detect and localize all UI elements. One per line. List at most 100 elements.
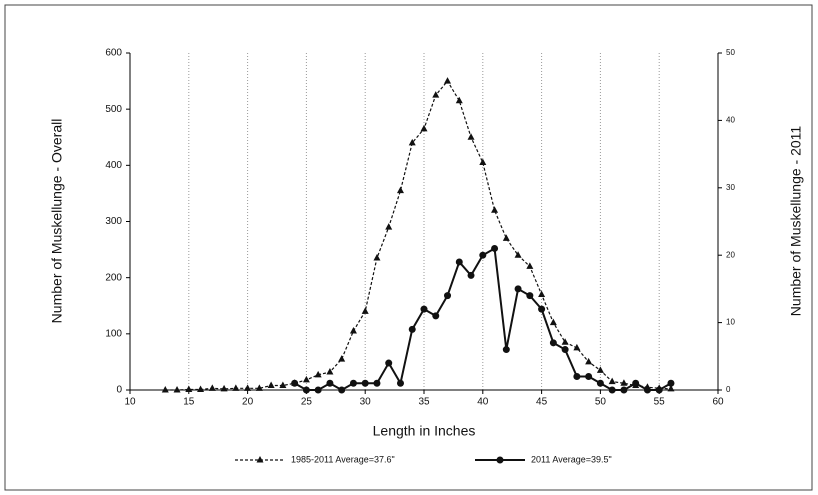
series-line	[165, 80, 671, 391]
y2-axis-title: Number of Muskellunge - 2011	[788, 126, 804, 317]
data-point	[197, 385, 205, 392]
data-point	[561, 338, 569, 345]
data-point	[538, 305, 546, 313]
legend-text: 2011 Average=39.5"	[531, 454, 612, 464]
y2-tick-label: 0	[726, 385, 731, 394]
data-point	[667, 384, 675, 392]
data-point	[291, 379, 299, 387]
data-point	[561, 346, 569, 354]
data-point	[338, 355, 346, 362]
y2-tick-label: 20	[726, 250, 735, 259]
data-point	[502, 234, 510, 241]
y-tick-label: 100	[105, 328, 122, 339]
data-point	[467, 271, 475, 279]
data-point	[655, 386, 663, 394]
y2-tick-label: 40	[726, 116, 735, 125]
data-point	[338, 386, 346, 394]
data-point	[420, 124, 428, 132]
data-point	[279, 381, 287, 389]
data-point	[396, 186, 404, 194]
data-point	[349, 379, 357, 387]
data-point	[361, 379, 369, 387]
data-point	[326, 368, 334, 375]
data-point	[420, 305, 428, 313]
data-point	[608, 377, 616, 385]
data-point	[538, 290, 546, 298]
data-point	[573, 343, 581, 351]
y-tick-label: 400	[105, 160, 122, 171]
data-point	[220, 384, 228, 392]
data-point	[585, 373, 593, 381]
data-point	[502, 346, 510, 354]
data-point	[643, 386, 651, 394]
x-tick-label: 55	[654, 397, 666, 408]
x-axis-title: Length in Inches	[373, 423, 476, 439]
data-point	[549, 339, 557, 347]
data-point	[455, 258, 463, 266]
data-point	[232, 384, 240, 391]
data-point	[514, 285, 522, 293]
x-tick-label: 25	[301, 397, 313, 408]
data-point	[408, 138, 416, 146]
data-point	[432, 312, 440, 320]
data-point	[314, 370, 322, 378]
data-point	[444, 292, 452, 300]
data-point	[373, 379, 381, 387]
data-point	[620, 379, 628, 386]
data-point	[255, 384, 263, 391]
data-point	[408, 325, 416, 333]
data-point	[549, 318, 557, 326]
legend-marker	[496, 456, 504, 464]
data-point	[444, 77, 452, 84]
data-point	[244, 384, 252, 391]
data-point	[632, 379, 640, 387]
data-point	[396, 379, 404, 387]
data-point	[326, 379, 334, 387]
data-point	[467, 133, 475, 140]
data-point	[573, 373, 581, 381]
data-point	[314, 386, 322, 394]
x-tick-label: 50	[595, 397, 607, 408]
x-tick-label: 30	[360, 397, 372, 408]
data-point	[491, 206, 499, 213]
data-point	[491, 244, 499, 252]
y-tick-label: 300	[105, 216, 122, 227]
data-point	[302, 375, 310, 383]
data-point	[185, 385, 193, 392]
data-point	[667, 379, 675, 387]
legend-text: 1985-2011 Average=37.6"	[291, 454, 395, 464]
x-tick-label: 45	[536, 397, 548, 408]
data-point	[173, 386, 181, 393]
data-point	[526, 292, 534, 300]
x-tick-label: 15	[183, 397, 195, 408]
y-tick-label: 600	[105, 48, 122, 59]
data-point	[349, 327, 357, 334]
x-tick-label: 40	[477, 397, 489, 408]
data-point	[302, 386, 310, 394]
x-tick-label: 60	[712, 397, 724, 408]
data-point	[455, 96, 463, 104]
data-point	[596, 366, 604, 373]
data-point	[432, 91, 440, 98]
y2-tick-label: 50	[726, 48, 735, 57]
data-point	[585, 357, 593, 365]
data-point	[385, 223, 393, 230]
data-point	[373, 254, 381, 261]
data-point	[385, 359, 393, 367]
frame	[4, 4, 813, 491]
data-point	[608, 386, 616, 394]
y-tick-label: 500	[105, 104, 122, 115]
data-point	[161, 386, 169, 393]
data-point	[208, 384, 216, 391]
data-point	[514, 251, 522, 258]
data-point	[596, 379, 604, 387]
y-tick-label: 0	[116, 385, 122, 396]
x-tick-label: 10	[124, 397, 136, 408]
data-point	[479, 251, 487, 259]
y-axis-title: Number of Muskellunge - Overall	[49, 119, 65, 324]
data-point	[361, 307, 369, 314]
y2-tick-label: 30	[726, 183, 735, 192]
y2-tick-label: 10	[726, 318, 735, 327]
x-tick-label: 20	[242, 397, 254, 408]
